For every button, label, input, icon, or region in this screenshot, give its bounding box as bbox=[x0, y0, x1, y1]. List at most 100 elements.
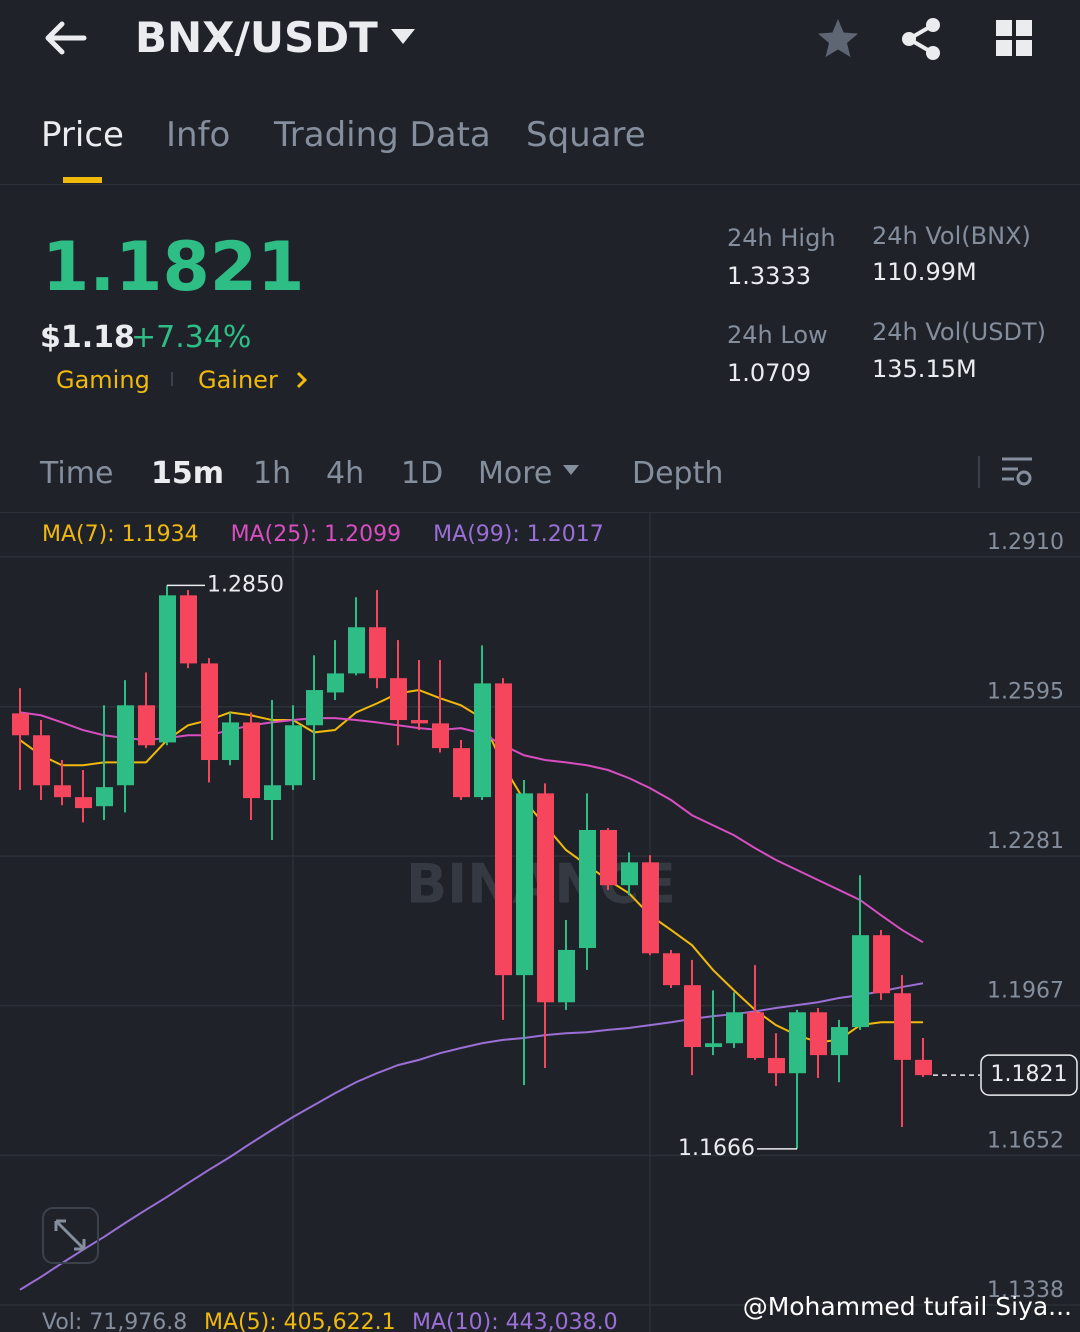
candle-body bbox=[327, 673, 344, 693]
tag-chevron[interactable] bbox=[295, 370, 309, 390]
candle-body bbox=[789, 1012, 806, 1074]
candle-body bbox=[348, 627, 365, 674]
stat-value: 110.99M bbox=[872, 258, 977, 286]
candle-body bbox=[495, 683, 512, 976]
pair-title[interactable]: BNX/USDT bbox=[135, 13, 378, 62]
annotation-label: 1.2850 bbox=[207, 572, 284, 597]
credit-overlay: @Mohammed tufail Siya... bbox=[743, 1292, 1072, 1321]
candle-body bbox=[159, 595, 176, 743]
candle-body bbox=[642, 862, 659, 954]
candle-body bbox=[222, 722, 239, 761]
chart-settings-icon[interactable] bbox=[1000, 456, 1036, 488]
interval[interactable]: 1h bbox=[253, 456, 292, 491]
favorite-icon[interactable] bbox=[816, 17, 860, 59]
candle-body bbox=[474, 683, 491, 798]
candle-body bbox=[537, 793, 554, 1003]
divider bbox=[0, 184, 1080, 185]
tab[interactable]: Trading Data bbox=[274, 115, 491, 155]
interval[interactable]: More bbox=[478, 456, 553, 491]
tab-active[interactable]: Price bbox=[41, 115, 124, 155]
candle-body bbox=[33, 735, 50, 786]
price-change: +7.34% bbox=[131, 320, 252, 355]
y-tick-label: 1.2595 bbox=[987, 680, 1064, 705]
tab[interactable]: Info bbox=[166, 115, 231, 155]
stat-value: 135.15M bbox=[872, 355, 977, 383]
stat-label: 24h Low bbox=[727, 321, 828, 349]
candle-body bbox=[852, 935, 869, 1028]
last-price-box bbox=[980, 1054, 1078, 1096]
candle-body bbox=[558, 949, 575, 1003]
tag[interactable]: Gainer bbox=[198, 366, 278, 394]
annotation-label: 1.1666 bbox=[678, 1136, 755, 1161]
grid-icon[interactable] bbox=[996, 20, 1034, 58]
stat-label: 24h Vol(USDT) bbox=[872, 318, 1046, 346]
fullscreen-button[interactable] bbox=[42, 1207, 99, 1264]
volume-label: Vol: 71,976.8 bbox=[42, 1310, 187, 1332]
interval[interactable]: 4h bbox=[326, 456, 365, 491]
candle-body bbox=[621, 862, 638, 886]
tab-indicator bbox=[63, 177, 102, 183]
candle-body bbox=[180, 595, 197, 664]
candle-body bbox=[243, 722, 260, 799]
candle-body bbox=[726, 1012, 743, 1044]
stat-value: 1.0709 bbox=[727, 359, 811, 387]
volume-ma: MA(5): 405,622.1 bbox=[204, 1310, 396, 1332]
legend-entry: MA(99): 1.2017 bbox=[433, 522, 604, 547]
last-price: 1.1821 bbox=[42, 228, 305, 307]
candle-body bbox=[117, 705, 134, 786]
candle-body bbox=[264, 785, 281, 801]
legend-entry: MA(25): 1.2099 bbox=[231, 522, 402, 547]
pair-dropdown[interactable] bbox=[390, 28, 416, 46]
fullscreen-icon bbox=[54, 1219, 86, 1251]
y-tick-label: 1.2910 bbox=[987, 530, 1064, 555]
candle-body bbox=[516, 793, 533, 976]
candle-body bbox=[831, 1027, 848, 1056]
candle-body bbox=[810, 1012, 827, 1056]
volume-ma: MA(10): 443,038.0 bbox=[412, 1310, 618, 1332]
candle-body bbox=[54, 785, 71, 798]
ma-line bbox=[19, 982, 924, 1291]
candle-body bbox=[75, 797, 92, 809]
candle-body bbox=[747, 1012, 764, 1058]
candle-body bbox=[600, 829, 617, 886]
candle-body bbox=[705, 1043, 722, 1048]
tag-separator bbox=[171, 372, 173, 386]
y-tick-label: 1.1967 bbox=[987, 979, 1064, 1004]
stat-value: 1.3333 bbox=[727, 262, 811, 290]
y-tick-label: 1.1338 bbox=[987, 1278, 1064, 1303]
candle-body bbox=[915, 1059, 932, 1076]
interval-active[interactable]: 15m bbox=[151, 456, 225, 491]
back-button[interactable] bbox=[44, 20, 88, 56]
candle-body bbox=[138, 705, 155, 746]
more-caret[interactable] bbox=[563, 465, 579, 477]
candle-body bbox=[411, 720, 428, 724]
last-price-label: 1.1821 bbox=[991, 1062, 1068, 1087]
tag[interactable]: Gaming bbox=[56, 366, 150, 394]
candle-body bbox=[663, 953, 680, 986]
stat-label: 24h Vol(BNX) bbox=[872, 222, 1031, 250]
y-tick-label: 1.1652 bbox=[987, 1129, 1064, 1154]
usd-price: $1.18 bbox=[40, 320, 135, 355]
candle-body bbox=[873, 935, 890, 994]
separator bbox=[978, 456, 980, 488]
candle-body bbox=[684, 985, 701, 1048]
legend-entry: MA(7): 1.1934 bbox=[42, 522, 199, 547]
interval[interactable]: Time bbox=[40, 456, 114, 491]
tab[interactable]: Square bbox=[526, 115, 646, 155]
interval[interactable]: Depth bbox=[632, 456, 724, 491]
divider bbox=[0, 512, 1080, 513]
candle-body bbox=[96, 787, 113, 807]
share-icon[interactable] bbox=[900, 17, 944, 61]
candle-body bbox=[768, 1057, 785, 1074]
interval[interactable]: 1D bbox=[401, 456, 444, 491]
candle-body bbox=[453, 748, 470, 798]
candle-body bbox=[894, 993, 911, 1060]
candle-body bbox=[285, 725, 302, 786]
candle-body bbox=[12, 713, 29, 736]
candle-body bbox=[369, 627, 386, 679]
y-tick-label: 1.2281 bbox=[987, 829, 1064, 854]
candlestick-chart: BINANCE 1.29101.25951.22811.19671.16521.… bbox=[0, 513, 1080, 1332]
candle-body bbox=[432, 723, 449, 749]
candle-body bbox=[390, 678, 407, 721]
